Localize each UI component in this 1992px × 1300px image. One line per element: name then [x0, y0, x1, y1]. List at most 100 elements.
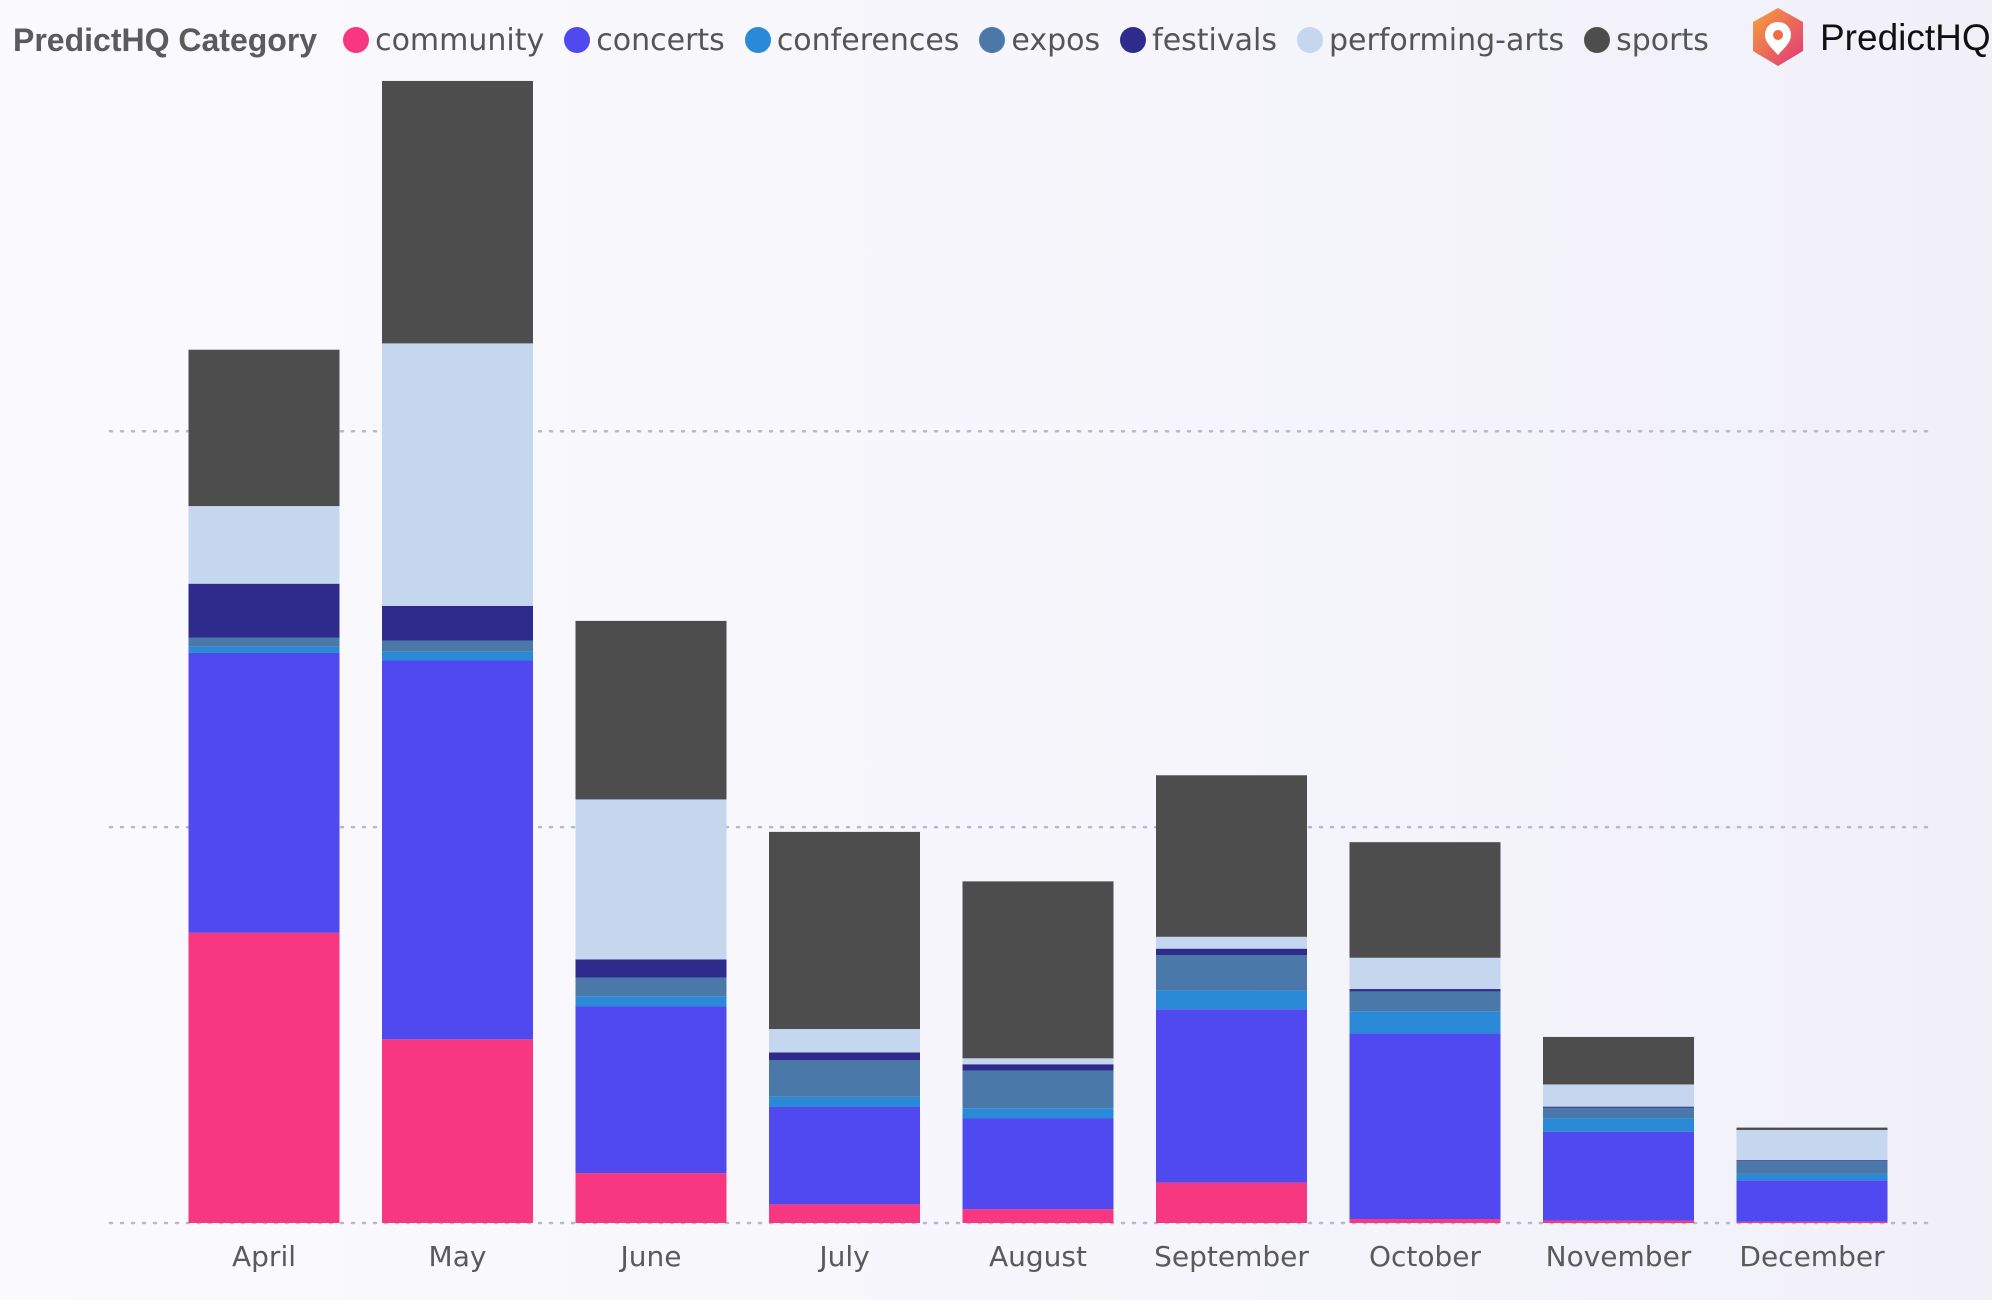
bar-september-sports[interactable]: [1156, 775, 1307, 937]
bar-december-concerts[interactable]: [1736, 1180, 1888, 1222]
bar-october-concerts[interactable]: [1349, 1033, 1501, 1220]
bar-august-sports[interactable]: [962, 881, 1114, 1059]
bar-november-performing-arts[interactable]: [1543, 1084, 1694, 1107]
legend-items: community concerts conferences expos festiva…: [343, 23, 1729, 58]
bar-july-performing-arts[interactable]: [769, 1029, 920, 1053]
x-tick-label: July: [817, 1240, 869, 1273]
x-tick-label: June: [619, 1240, 682, 1273]
bar-june-conferences[interactable]: [575, 996, 727, 1007]
x-tick-label: April: [232, 1240, 296, 1273]
legend-item-festivals[interactable]: festivals: [1120, 23, 1277, 58]
bar-june-sports[interactable]: [575, 620, 727, 800]
bar-august-community[interactable]: [962, 1209, 1114, 1223]
bar-november-community[interactable]: [1543, 1220, 1694, 1223]
legend-label: concerts: [596, 22, 725, 58]
legend-item-concerts[interactable]: concerts: [564, 23, 725, 58]
bar-december-community[interactable]: [1736, 1221, 1888, 1223]
bar-may-conferences[interactable]: [382, 651, 533, 661]
legend-item-conferences[interactable]: conferences: [744, 22, 960, 58]
bar-august-performing-arts[interactable]: [962, 1058, 1114, 1065]
legend-dot-icon: [343, 27, 370, 53]
legend-item-sports[interactable]: sports: [1584, 23, 1709, 58]
legend-dot-icon: [1120, 27, 1147, 53]
x-tick-label: August: [989, 1240, 1087, 1273]
bar-september-community[interactable]: [1156, 1182, 1307, 1223]
bar-may-sports[interactable]: [382, 80, 533, 344]
bar-september-festivals[interactable]: [1156, 948, 1307, 956]
bar-december-sports[interactable]: [1736, 1127, 1888, 1130]
bar-june-concerts[interactable]: [575, 1006, 727, 1174]
legend-item-community[interactable]: community: [343, 23, 544, 58]
bar-july-festivals[interactable]: [769, 1052, 920, 1061]
bar-april-community[interactable]: [188, 932, 340, 1223]
legend-label: expos: [1011, 22, 1101, 58]
legend-dot-icon: [564, 27, 591, 53]
bar-october-community[interactable]: [1349, 1219, 1501, 1223]
x-tick-label: September: [1154, 1240, 1309, 1273]
legend-dot-icon: [744, 27, 771, 53]
bar-april-expos[interactable]: [188, 637, 340, 647]
bar-august-festivals[interactable]: [962, 1064, 1114, 1071]
bar-september-concerts[interactable]: [1156, 1009, 1307, 1183]
bar-july-expos[interactable]: [769, 1060, 920, 1097]
bar-july-community[interactable]: [769, 1204, 920, 1223]
bar-november-concerts[interactable]: [1543, 1131, 1694, 1221]
bar-september-conferences[interactable]: [1156, 990, 1307, 1010]
bar-may-festivals[interactable]: [382, 605, 533, 641]
legend-label: performing-arts: [1329, 22, 1565, 58]
legend: PredictHQ Category community concerts conf…: [13, 16, 1729, 64]
bar-november-conferences[interactable]: [1543, 1118, 1694, 1132]
legend-label: conferences: [776, 22, 960, 58]
bar-october-performing-arts[interactable]: [1349, 957, 1501, 990]
bar-april-festivals[interactable]: [188, 583, 340, 638]
bar-november-expos[interactable]: [1543, 1107, 1694, 1119]
brand-name: PredictHQ: [1820, 17, 1991, 58]
legend-label: festivals: [1152, 22, 1277, 58]
bar-june-community[interactable]: [575, 1173, 727, 1223]
bar-may-performing-arts[interactable]: [382, 343, 533, 606]
bar-november-sports[interactable]: [1543, 1036, 1694, 1085]
bar-december-conferences[interactable]: [1736, 1173, 1888, 1181]
x-tick-label: December: [1739, 1240, 1885, 1273]
bar-may-concerts[interactable]: [382, 660, 533, 1040]
bar-october-sports[interactable]: [1349, 842, 1501, 958]
x-axis-tick-labels: April May June July August September October No…: [232, 1240, 1885, 1273]
bar-september-performing-arts[interactable]: [1156, 936, 1307, 949]
x-tick-label: November: [1546, 1240, 1692, 1273]
legend-label: community: [375, 22, 545, 58]
bar-july-conferences[interactable]: [769, 1096, 920, 1108]
bar-april-performing-arts[interactable]: [188, 506, 340, 584]
bar-august-conferences[interactable]: [962, 1108, 1114, 1119]
x-tick-label: May: [429, 1240, 487, 1273]
x-tick-label: October: [1369, 1240, 1482, 1273]
brand: PredictHQ: [1748, 6, 1991, 70]
bar-september-expos[interactable]: [1156, 955, 1307, 991]
bar-may-community[interactable]: [382, 1039, 533, 1223]
bar-december-performing-arts[interactable]: [1736, 1129, 1888, 1161]
bar-october-festivals[interactable]: [1349, 989, 1501, 992]
bar-august-expos[interactable]: [962, 1070, 1114, 1109]
legend-dot-icon: [1297, 27, 1323, 53]
bar-april-concerts[interactable]: [188, 652, 340, 933]
legend-item-expos[interactable]: expos: [979, 23, 1100, 58]
bar-july-concerts[interactable]: [769, 1107, 920, 1205]
bar-october-conferences[interactable]: [1349, 1011, 1501, 1034]
bar-june-festivals[interactable]: [575, 959, 727, 978]
bar-june-performing-arts[interactable]: [575, 799, 727, 960]
bar-august-concerts[interactable]: [962, 1118, 1114, 1210]
bar-december-festivals[interactable]: [1736, 1160, 1888, 1161]
bar-october-expos[interactable]: [1349, 991, 1501, 1012]
bar-april-conferences[interactable]: [188, 646, 340, 653]
legend-label: sports: [1616, 22, 1709, 58]
bar-may-expos[interactable]: [382, 640, 533, 652]
legend-item-performing-arts[interactable]: performing-arts: [1297, 23, 1564, 58]
bar-june-expos[interactable]: [575, 977, 727, 997]
bars: [188, 80, 1888, 1223]
bar-july-sports[interactable]: [769, 831, 920, 1030]
bar-november-festivals[interactable]: [1543, 1106, 1694, 1108]
bar-april-sports[interactable]: [188, 349, 340, 507]
legend-dot-icon: [979, 27, 1006, 53]
legend-dot-icon: [1584, 27, 1611, 53]
bar-december-expos[interactable]: [1736, 1160, 1888, 1174]
